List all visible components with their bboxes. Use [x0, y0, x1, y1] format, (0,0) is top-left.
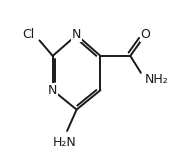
Text: N: N: [48, 84, 57, 97]
Text: NH₂: NH₂: [145, 73, 169, 86]
Text: H₂N: H₂N: [53, 136, 76, 149]
Text: Cl: Cl: [23, 28, 35, 42]
Text: N: N: [72, 28, 81, 42]
Text: O: O: [140, 28, 150, 42]
